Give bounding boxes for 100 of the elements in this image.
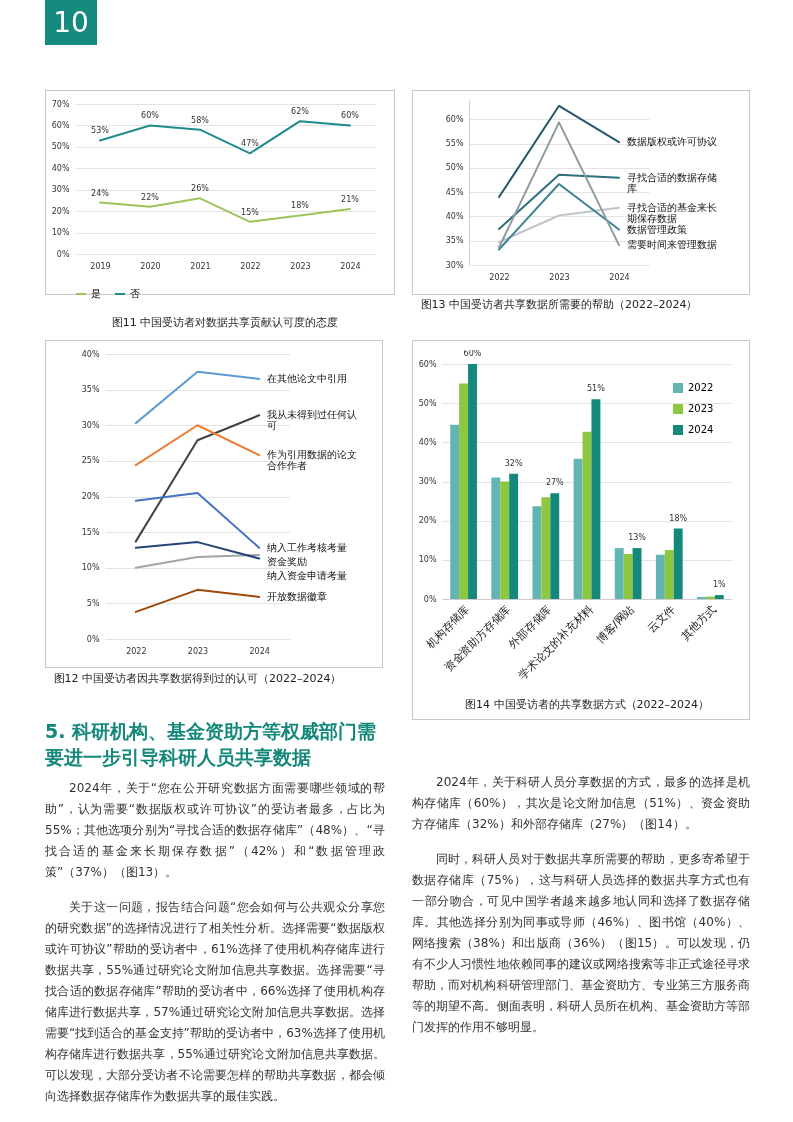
x-tick-label: 2020 bbox=[140, 261, 161, 271]
y-tick-label: 30% bbox=[51, 185, 70, 195]
y-tick-label: 20% bbox=[418, 516, 437, 526]
data-label: 18% bbox=[669, 513, 688, 523]
bar bbox=[468, 364, 477, 599]
series-label: 纳入资金申请考量 bbox=[267, 569, 348, 581]
data-label: 1% bbox=[712, 580, 727, 590]
bar bbox=[582, 431, 592, 599]
y-tick-label: 40% bbox=[445, 211, 464, 221]
y-tick-label: 30% bbox=[418, 477, 437, 486]
y-tick-label: 15% bbox=[81, 527, 100, 537]
x-tick-label: 2022 bbox=[489, 272, 510, 282]
data-label: 58% bbox=[191, 115, 210, 125]
data-label: 53% bbox=[91, 126, 110, 136]
series-label: 纳入工作考核考量 bbox=[267, 541, 348, 553]
bar bbox=[714, 595, 724, 599]
x-tick-label: 2023 bbox=[549, 272, 570, 282]
y-tick-label: 0% bbox=[86, 634, 100, 644]
bar bbox=[509, 473, 519, 599]
data-label: 18% bbox=[291, 201, 310, 211]
bar bbox=[623, 553, 633, 599]
y-tick-label: 50% bbox=[51, 142, 70, 152]
y-tick-label: 20% bbox=[81, 492, 100, 501]
y-tick-label: 40% bbox=[81, 349, 100, 359]
text: 2024年，关于科研人员分享数据的方式，最多的选择是机构存储库（60%），其次是论文附加信息（51%）、资金资助方存储库（32%）和外部存储库（27%）（图14）。 bbox=[412, 774, 750, 833]
series-label: 数据版权或许可协议 bbox=[627, 136, 717, 148]
x-tick-label: 2022 bbox=[240, 261, 261, 271]
legend-label: 2023 bbox=[688, 403, 714, 414]
bar bbox=[491, 477, 501, 599]
x-tick-label: 2023 bbox=[290, 261, 311, 271]
x-tick-label: 2019 bbox=[90, 261, 111, 271]
y-tick-label: 60% bbox=[418, 359, 437, 369]
y-tick-label: 10% bbox=[51, 228, 70, 238]
y-tick-label: 40% bbox=[51, 163, 70, 173]
series-label: 开放数据徽章 bbox=[267, 590, 328, 602]
x-tick-label: 云文件 bbox=[645, 602, 678, 636]
text: 关于这一问题，报告结合问题“您会如何与公共观众分享您的研究数据”的选择情况进行了相关性分析。选择需要“数据版权或许可协议”帮助的受访者中，61%选择了使用机构存储库进行数据共享，55%通过研究论文附加信息共享数据。选择需要“寻找合适的数据存储库”帮助的受访者中，66%选择了使用机构存储库进行数据共享，57%通过研究论文附加信息共享数据。选择需要“找到适合的基金支持”帮助的受访者中，63%选择了使用机构存储库进行数据共享，55%通过研究论文附加信息共享数据。可以发现，大部分受访者不论需要怎样的帮助共享数据，都会倾向选择数据存储库作为数据共享的最佳实践。 bbox=[45, 900, 385, 1103]
data-label: 60% bbox=[141, 111, 160, 121]
y-tick-label: 0% bbox=[423, 594, 437, 604]
bar bbox=[591, 399, 601, 599]
y-tick-label: 10% bbox=[81, 563, 100, 573]
text: 图14 中国受访者的共享数据方式（2022–2024） bbox=[465, 697, 709, 711]
text: 图11 中国受访者对数据共享贡献认可度的态度 bbox=[111, 316, 339, 329]
data-label: 60% bbox=[463, 349, 482, 358]
y-tick-label: 55% bbox=[445, 139, 464, 149]
legend-label: 2022 bbox=[688, 382, 714, 393]
y-tick-label: 30% bbox=[445, 260, 464, 270]
data-label: 62% bbox=[291, 107, 310, 117]
data-label: 22% bbox=[141, 192, 160, 202]
bar bbox=[550, 493, 560, 599]
x-tick-label: 2024 bbox=[249, 646, 270, 656]
bar bbox=[450, 424, 460, 599]
series-label: 资金奖励 bbox=[267, 555, 308, 567]
data-label: 21% bbox=[341, 195, 360, 204]
data-label: 24% bbox=[91, 188, 110, 198]
x-tick-label: 博客/网站 bbox=[593, 602, 637, 646]
y-tick-label: 0% bbox=[56, 249, 70, 259]
y-tick-label: 40% bbox=[418, 437, 437, 447]
y-tick-label: 60% bbox=[445, 114, 464, 124]
text: 图12 中国受访者因共享数据得到过的认可（2022–2024） bbox=[53, 672, 342, 685]
data-label: 27% bbox=[545, 478, 565, 488]
y-tick-label: 35% bbox=[81, 385, 100, 395]
y-tick-label: 70% bbox=[51, 99, 70, 109]
series-label: 寻找合适的数据存储库 bbox=[627, 171, 717, 194]
y-tick-label: 60% bbox=[51, 120, 70, 130]
data-label: 13% bbox=[628, 533, 647, 543]
x-tick-label: 2024 bbox=[340, 261, 361, 271]
bar bbox=[614, 548, 624, 599]
bar bbox=[573, 458, 583, 599]
text: 2024年，关于“您在公开研究数据方面需要哪些领域的帮助”，认为需要“数据版权或许可协议”的受访者最多，占比为55%；其他选项分别为“寻找合适的数据存储库”（48%）、“寻找合适的基金来长期保存数据”（42%）和“数据管理政策”（37%）（图13）。 bbox=[45, 780, 385, 881]
y-tick-label: 30% bbox=[81, 420, 100, 430]
text: 10 bbox=[45, 0, 97, 45]
data-label: 26% bbox=[191, 184, 210, 194]
legend-label: 是 bbox=[91, 288, 101, 299]
y-tick-label: 50% bbox=[445, 163, 464, 173]
bar bbox=[632, 548, 642, 599]
bar bbox=[664, 550, 674, 599]
y-tick-label: 10% bbox=[418, 555, 437, 565]
text: 图13 中国受访者共享数据所需要的帮助（2022–2024） bbox=[420, 298, 698, 311]
x-tick-label: 2021 bbox=[190, 261, 211, 271]
x-tick-label: 其他方式 bbox=[678, 602, 719, 644]
x-tick-label: 2024 bbox=[609, 272, 630, 282]
series-label: 寻找合适的基金来长期保存数据 bbox=[627, 201, 717, 224]
series-label: 数据管理政策 bbox=[627, 223, 687, 235]
text: 同时，科研人员对于数据共享所需要的帮助，更多寄希望于数据存储库（75%），这与科研人员选择的数据共享方式也有一部分吻合，可见中国学者越来越多地认同和选择了数据存储库。其他选择分别为同事或导师（46%）、图书馆（40%）、网络搜索（38%）和出版商（36%）（图15）。可以发现，仍有不少人习惯性地依赖同事的建议或网络搜索等非正式途径寻求帮助，而对机构科研管理部门、基金资助方、专业第三方服务商等的期望不高。侧面表明，科研人员所在机构、基金资助方等部门发挥的作用不够明显。 bbox=[412, 852, 750, 1034]
data-label: 47% bbox=[241, 139, 260, 149]
x-tick-label: 2023 bbox=[187, 646, 209, 656]
y-tick-label: 25% bbox=[81, 456, 100, 466]
bar bbox=[459, 383, 469, 599]
bar bbox=[500, 481, 510, 599]
data-label: 60% bbox=[341, 111, 360, 121]
bar bbox=[673, 528, 683, 599]
series-label: 作为引用数据的论文合作作者 bbox=[266, 449, 358, 472]
bar bbox=[532, 506, 542, 599]
text: 5. 科研机构、基金资助方等权威部门需要进一步引导科研人员共享数据 bbox=[45, 719, 378, 770]
y-tick-label: 20% bbox=[51, 206, 70, 216]
series-label: 我从未得到过任何认可 bbox=[267, 409, 358, 432]
legend-label: 否 bbox=[130, 288, 140, 299]
data-label: 51% bbox=[587, 384, 606, 394]
series-label: 需要时间来管理数据 bbox=[627, 239, 717, 251]
